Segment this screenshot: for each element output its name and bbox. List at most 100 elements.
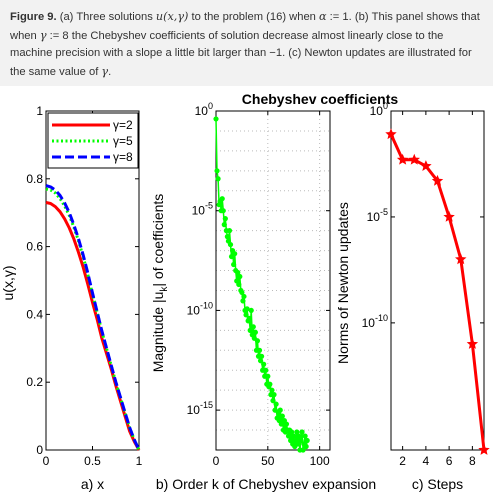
panel-b-data-point [254,338,261,344]
panel-b-data-point [215,176,221,182]
panel-b-data-point [270,398,276,404]
figure-caption: Figure 9. (a) Three solutions u(x,γ) to … [0,0,493,86]
panel-b-data-point [248,307,254,314]
panel-b-data-point [219,196,225,202]
panel-b-x-tick-label: 50 [261,454,275,468]
panel-c-x-axis-label: c) Steps [412,476,463,492]
panel-c-data-point-star [431,174,444,186]
panel-a-y-tick-label: 1 [36,104,43,118]
panel-b-x-axis-label: b) Order k of Chebyshev expansion [156,476,376,492]
panel-b-y-tick-label: 10-10 [187,300,213,317]
panel-b-data-point [252,329,258,335]
panel-b-data-point [303,443,309,450]
panel-b-data-point [279,413,285,419]
panel-b-data-point [283,421,290,427]
panel-c-data-point-star [466,338,479,349]
panel-b-x-tick-label: 100 [310,454,330,468]
panel-a-x-tick-label: 0.5 [84,454,101,468]
panel-b-chart: 0 50 100 100 10-5 10-10 10-15 Chebyshev coeffic… [150,91,398,492]
panel-b-data-point [269,387,275,393]
panel-b-data-point [259,353,265,359]
panel-b-data-point [214,168,220,174]
panel-a-series-line-2 [45,187,141,451]
panel-b-data-point [265,373,271,379]
panel-b-data-point [231,261,237,268]
panel-a-x-axis-label: a) x [81,476,104,492]
panel-b-data-point [235,269,241,276]
panel-c-data-point-star [420,160,432,171]
panel-b-data-point [257,358,264,364]
panel-c-y-tick-label: 100 [370,101,388,118]
panel-b-data-point [250,324,256,330]
panel-b-x-tick-label: 0 [213,454,220,468]
panel-c-chart: 2 4 6 8 100 10-5 10-10 c) Steps Norms of Newton … [335,101,490,492]
panel-b-data-point [295,441,301,447]
panel-b-data-point [213,116,219,122]
panel-b-data-point [277,407,283,413]
panel-b-data-point [227,241,234,248]
panel-b-data-point [285,433,292,439]
panel-a-y-tick-label: 0 [36,443,43,457]
panel-b-data-point [232,251,238,257]
panel-a-legend: γ=2 γ=5 γ=8 [47,112,139,169]
panel-a-y-tick-label: 0.6 [26,240,43,254]
panel-c-y-tick-label: 10-5 [367,207,388,224]
panel-c-data-point-star [408,153,420,165]
panel-b-y-tick-label: 100 [195,101,213,118]
panel-b-data-point [289,429,295,435]
panel-a-legend-label-2: γ=5 [113,134,133,148]
panel-b-data-point [237,273,243,280]
panel-a-series-line-1 [45,201,141,451]
panel-b-data-point [243,312,249,318]
panel-b-series-line [215,118,308,451]
panel-b-data-point [267,381,273,387]
panel-b-data-point [291,433,297,439]
panel-c-y-tick-label: 10-10 [362,313,388,330]
panel-c-x-tick-label: 8 [469,454,476,468]
panel-b-data-point [224,234,230,240]
figure-caption-text: (a) Three solutions u(x,γ) to the proble… [10,10,480,78]
panel-b-data-point [273,401,279,407]
panel-a-y-axis-label: u(x,γ) [0,266,16,301]
panel-c-y-axis-label: Norms of Newton updates [335,202,351,364]
panel-a-chart: 0 0.5 1 0 0.2 0.4 0.6 0.8 1 γ=2 γ=5 γ=8 a) x u(x,γ) [0,104,143,492]
panel-b-data-point [220,208,226,214]
panel-b-y-tick-label: 10-15 [187,400,213,417]
panel-a-x-tick-label: 0 [43,454,50,468]
panel-c-data-point-star [396,153,409,165]
panel-c-data-point-star [455,253,467,265]
panel-a-x-tick-label: 1 [136,454,143,468]
panel-b-data-point [244,306,250,312]
panel-a-y-tick-label: 0.2 [26,375,43,389]
panel-c-x-tick-label: 4 [423,454,430,468]
panel-b-data-point [256,347,263,353]
panel-b-data-point [261,361,267,367]
panel-b-data-point [221,222,227,228]
panel-b-data-point [222,216,228,222]
panel-b-data-point [299,429,305,435]
panel-b-data-point [226,228,233,234]
panel-b-data-point [247,327,253,333]
panel-a-y-tick-label: 0.8 [26,172,43,186]
panel-b-data-point [271,392,277,398]
panel-b-y-tick-label: 10-5 [192,201,213,218]
panel-c-x-tick-label: 6 [446,454,453,468]
panel-c-data-point-star [385,128,397,140]
panel-b-data-point [296,433,302,439]
panel-b-data-point [263,367,269,373]
panel-a-legend-label-3: γ=8 [113,150,133,164]
panel-a-series-line-3 [45,184,141,451]
panel-b-data-point [278,421,284,427]
panel-b-title: Chebyshev coefficients [242,91,399,107]
panel-b-data-point [294,429,300,435]
panel-c-x-tick-label: 2 [399,454,406,468]
panel-b-axes-box [215,110,331,451]
panel-a-y-tick-label: 0.4 [26,307,43,321]
panel-b-data-point [246,315,252,321]
panel-c-axes-box [390,110,485,451]
panel-b-data-point [241,293,247,300]
panel-b-data-point [298,437,304,444]
panel-c-data-point-star [443,210,455,222]
panel-b-data-point [302,433,308,439]
